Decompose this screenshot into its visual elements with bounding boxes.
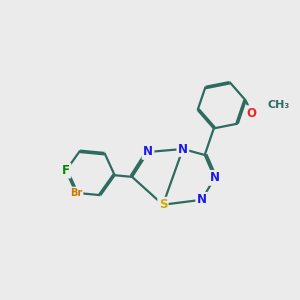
Text: N: N: [197, 193, 207, 206]
Text: O: O: [247, 107, 256, 120]
Text: N: N: [210, 171, 220, 184]
Text: N: N: [143, 146, 153, 158]
Text: Br: Br: [70, 188, 82, 198]
Text: N: N: [178, 142, 188, 155]
Text: S: S: [159, 198, 167, 211]
Text: CH₃: CH₃: [268, 100, 290, 110]
Text: F: F: [62, 164, 70, 177]
